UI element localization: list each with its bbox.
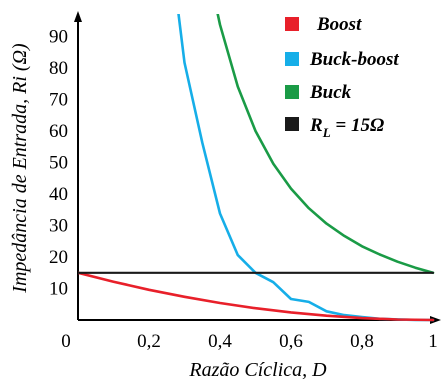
y-tick-label: 50	[49, 153, 68, 174]
y-tick-label: 20	[49, 247, 68, 268]
x-tick-label: 0,2	[137, 331, 161, 352]
y-tick-label: 40	[49, 184, 68, 205]
legend-swatch-rl	[285, 117, 299, 131]
series-line-boost	[78, 271, 435, 322]
legend-item-rl: RL = 15Ω	[285, 115, 384, 140]
legend-label-rl: RL = 15Ω	[309, 115, 384, 140]
legend-item-buck-boost: Buck-boost	[285, 49, 399, 70]
legend-label-rl-tail: = 15Ω	[331, 115, 385, 136]
x-tick-label: 0,4	[208, 331, 232, 352]
y-tick-label: 90	[49, 27, 68, 48]
legend-swatch-buck-boost	[285, 52, 299, 66]
legend-label-buck-boost: Buck-boost	[309, 49, 399, 70]
x-tick-label: 0,6	[279, 331, 303, 352]
y-axis-arrow	[74, 11, 82, 22]
series-line-buck	[216, 14, 435, 275]
ticks: 0,2 0,4 0,6 0,8 1 10 20 30 40 50 60 70 80 90	[49, 27, 438, 353]
legend-label-rl-sub: L	[322, 125, 331, 140]
legend-item-boost: Boost	[285, 14, 362, 35]
origin-label: 0	[61, 331, 71, 352]
legend-swatch-buck	[285, 85, 299, 99]
y-tick-label: 60	[49, 121, 68, 142]
y-axis-label: Impedância de Entrada, Ri (Ω)	[9, 43, 31, 294]
y-tick-label: 30	[49, 216, 68, 237]
y-tick-label: 80	[49, 58, 68, 79]
x-axis-arrow	[430, 316, 441, 324]
legend-swatch-boost	[285, 17, 299, 31]
y-tick-label: 10	[49, 279, 68, 300]
legend-item-buck: Buck	[285, 82, 352, 103]
legend-label-boost: Boost	[316, 14, 362, 35]
x-tick-label: 1	[428, 331, 438, 352]
legend-label-rl-main: R	[309, 115, 323, 136]
legend: Boost Buck-boost Buck RL = 15Ω	[285, 14, 399, 140]
x-tick-label: 0,8	[350, 331, 374, 352]
legend-label-buck: Buck	[309, 82, 352, 103]
x-axis-label: Razão Cíclica, D	[188, 359, 327, 381]
series-lines	[78, 14, 435, 322]
y-tick-label: 70	[49, 90, 68, 111]
